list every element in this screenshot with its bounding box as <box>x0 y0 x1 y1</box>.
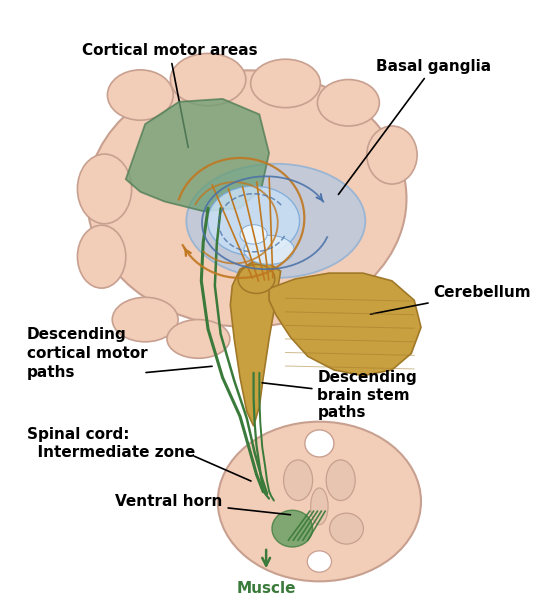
Text: Spinal cord:
  Intermediate zone: Spinal cord: Intermediate zone <box>27 427 195 460</box>
Ellipse shape <box>244 235 294 264</box>
Ellipse shape <box>251 59 320 108</box>
Ellipse shape <box>112 297 178 342</box>
Ellipse shape <box>186 164 365 278</box>
Ellipse shape <box>87 70 406 327</box>
Polygon shape <box>269 273 421 376</box>
Ellipse shape <box>170 53 246 105</box>
Ellipse shape <box>238 264 275 294</box>
Polygon shape <box>126 99 269 211</box>
Ellipse shape <box>78 225 126 288</box>
Text: Descending
cortical motor
paths: Descending cortical motor paths <box>27 327 148 379</box>
Ellipse shape <box>305 430 334 457</box>
Ellipse shape <box>317 80 379 126</box>
Ellipse shape <box>218 422 421 581</box>
Ellipse shape <box>272 510 312 547</box>
Text: Cerebellum: Cerebellum <box>371 285 531 314</box>
Ellipse shape <box>167 319 230 358</box>
Ellipse shape <box>367 126 417 184</box>
Ellipse shape <box>284 460 312 501</box>
Text: Basal ganglia: Basal ganglia <box>338 58 491 194</box>
Text: Cortical motor areas: Cortical motor areas <box>81 43 257 148</box>
Text: Muscle: Muscle <box>236 581 296 596</box>
Ellipse shape <box>329 513 364 544</box>
Ellipse shape <box>207 186 300 256</box>
Ellipse shape <box>240 225 267 244</box>
Ellipse shape <box>107 70 173 120</box>
Ellipse shape <box>326 460 355 501</box>
Text: Descending
brain stem
paths: Descending brain stem paths <box>262 370 417 420</box>
Ellipse shape <box>311 488 328 525</box>
Text: Ventral horn: Ventral horn <box>115 494 290 515</box>
Ellipse shape <box>307 551 332 572</box>
Ellipse shape <box>78 154 131 224</box>
Polygon shape <box>230 262 280 426</box>
